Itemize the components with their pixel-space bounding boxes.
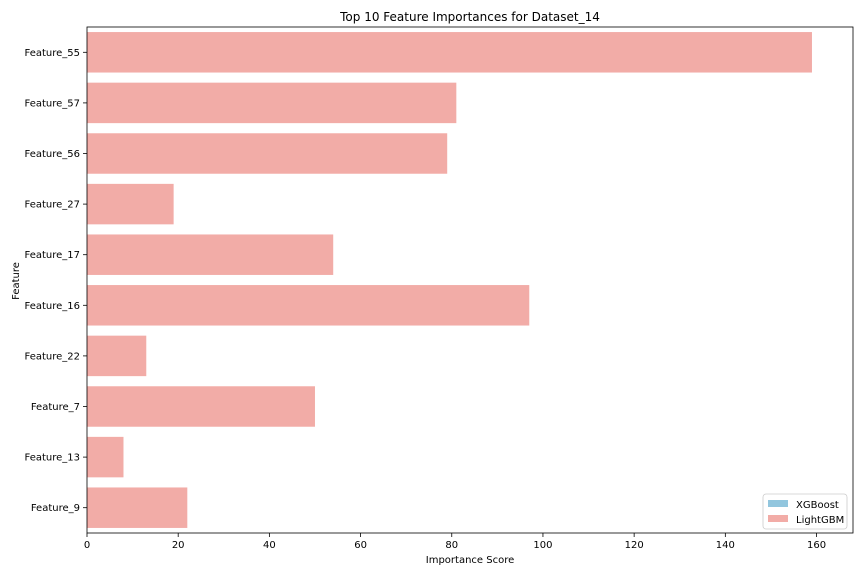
x-tick-label: 120 bbox=[625, 540, 644, 551]
y-tick-label: Feature_16 bbox=[24, 301, 80, 312]
bar-lightgbm-feature_27 bbox=[87, 183, 174, 225]
y-tick-label: Feature_27 bbox=[24, 200, 80, 211]
bar-lightgbm-feature_57 bbox=[87, 82, 457, 124]
bar-lightgbm-feature_56 bbox=[87, 133, 448, 174]
plot-frame bbox=[86, 26, 854, 534]
x-tick-label: 20 bbox=[172, 540, 185, 551]
legend-label-xgboost: XGBoost bbox=[796, 500, 839, 511]
x-tick-label: 100 bbox=[533, 540, 552, 551]
x-axis-label: Importance Score bbox=[426, 555, 515, 566]
x-tick-label: 0 bbox=[84, 540, 90, 551]
y-tick-label: Feature_55 bbox=[24, 48, 80, 59]
y-axis: Feature_55 Feature_57 Feature_56 Feature_27… bbox=[24, 48, 87, 514]
bar-lightgbm-feature_7 bbox=[87, 386, 315, 427]
legend-swatch-xgboost bbox=[768, 500, 788, 507]
chart-title: Top 10 Feature Importances for Dataset_1… bbox=[339, 10, 600, 24]
x-tick-label: 60 bbox=[354, 540, 367, 551]
bars-layer bbox=[87, 32, 812, 528]
x-tick-label: 140 bbox=[716, 540, 735, 551]
y-tick-label: Feature_56 bbox=[24, 149, 80, 160]
x-tick-label: 80 bbox=[445, 540, 458, 551]
y-tick-label: Feature_17 bbox=[24, 250, 80, 261]
bar-lightgbm-feature_55 bbox=[87, 32, 812, 73]
x-axis: 0 20 40 60 80 100 120 140 160 bbox=[84, 533, 826, 551]
y-tick-label: Feature_13 bbox=[24, 453, 80, 464]
y-axis-label: Feature bbox=[11, 262, 22, 300]
y-tick-label: Feature_22 bbox=[24, 351, 80, 362]
legend-swatch-lightgbm bbox=[768, 515, 788, 522]
legend: XGBoost LightGBM bbox=[762, 493, 848, 530]
y-tick-label: Feature_7 bbox=[31, 402, 80, 413]
bar-lightgbm-feature_17 bbox=[87, 234, 334, 275]
x-tick-label: 40 bbox=[263, 540, 276, 551]
bar-lightgbm-feature_9 bbox=[87, 487, 188, 528]
x-tick-label: 160 bbox=[807, 540, 826, 551]
bar-lightgbm-feature_13 bbox=[87, 436, 124, 478]
y-tick-label: Feature_57 bbox=[24, 98, 80, 109]
bar-lightgbm-feature_16 bbox=[87, 285, 530, 326]
legend-label-lightgbm: LightGBM bbox=[796, 515, 844, 526]
y-tick-label: Feature_9 bbox=[31, 503, 80, 514]
bar-lightgbm-feature_22 bbox=[87, 335, 147, 377]
